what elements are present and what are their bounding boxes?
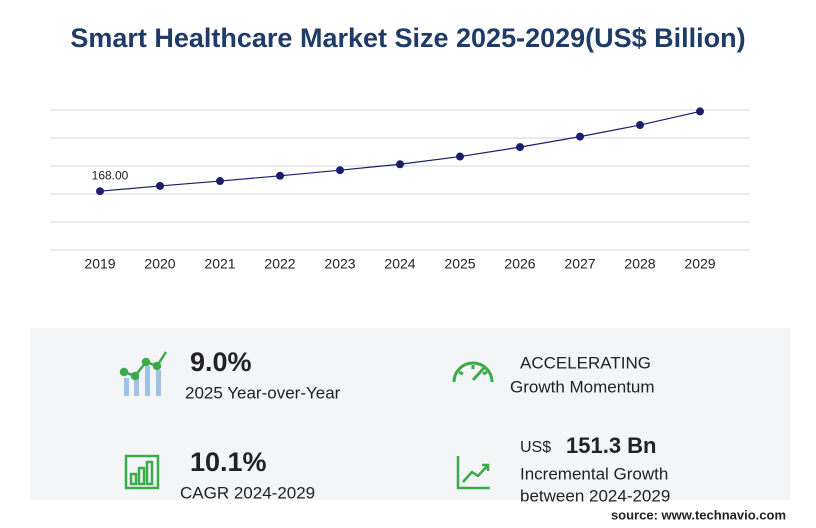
x-tick-label: 2028 xyxy=(624,256,655,272)
icon-cagr xyxy=(124,454,160,490)
x-tick-label: 2019 xyxy=(84,256,115,272)
x-tick-label: 2021 xyxy=(204,256,235,272)
source: source: www.technavio.com xyxy=(611,507,786,522)
stats-panel xyxy=(30,328,790,500)
stat-label: Incremental Growth xyxy=(520,464,668,483)
stat-value: 9.0% xyxy=(190,347,252,377)
stat-label: between 2024-2029 xyxy=(520,486,670,505)
stat-value: ACCELERATING xyxy=(520,353,651,372)
data-point xyxy=(96,187,104,196)
icon-yoy xyxy=(119,351,168,396)
icon-incremental xyxy=(456,456,490,490)
x-tick-label: 2026 xyxy=(504,256,535,272)
data-point xyxy=(276,171,284,180)
data-label: 168.00 xyxy=(92,168,129,182)
stat-unit: US$ xyxy=(520,439,551,456)
chart-title: Smart Healthcare Market Size 2025-2029(U… xyxy=(70,23,745,53)
data-point xyxy=(456,152,464,161)
icon-gauge xyxy=(452,361,494,383)
data-point xyxy=(336,166,344,175)
data-point xyxy=(636,121,644,130)
stat-label: Growth Momentum xyxy=(510,377,655,396)
data-point xyxy=(516,143,524,152)
x-tick-label: 2025 xyxy=(444,256,475,272)
stat-value: 10.1% xyxy=(190,447,267,477)
data-point xyxy=(696,107,704,116)
x-tick-label: 2020 xyxy=(144,256,175,272)
x-tick-label: 2024 xyxy=(384,256,415,272)
data-point xyxy=(396,160,404,169)
x-tick-label: 2029 xyxy=(684,256,715,272)
x-tick-label: 2023 xyxy=(324,256,355,272)
data-point xyxy=(156,181,164,190)
x-tick-label: 2027 xyxy=(564,256,595,272)
stat-value: 151.3 Bn xyxy=(566,433,657,458)
stat-label: 2025 Year-over-Year xyxy=(185,383,341,402)
x-tick-label: 2022 xyxy=(264,256,295,272)
data-point xyxy=(576,132,584,141)
series-line xyxy=(99,110,701,192)
stat-label: CAGR 2024-2029 xyxy=(180,483,315,502)
data-point xyxy=(216,177,224,186)
